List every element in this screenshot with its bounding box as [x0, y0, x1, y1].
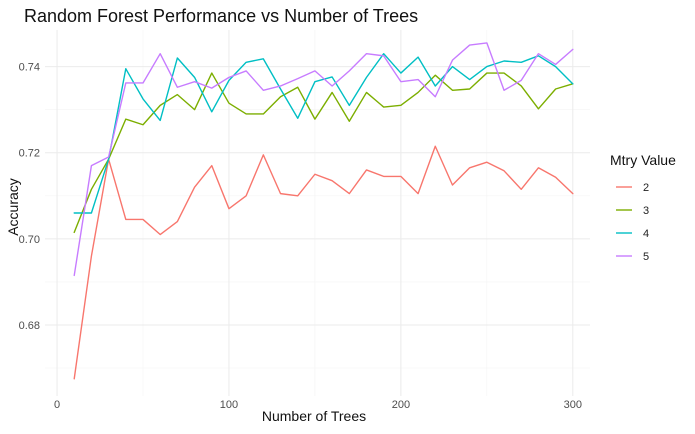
- series-line-mtry-2: [73, 145, 574, 380]
- y-tick-label: 0.70: [19, 234, 40, 246]
- x-axis-ticks: 0 100 200 300: [54, 399, 582, 411]
- y-tick-label: 0.68: [19, 320, 40, 332]
- x-axis-title: Number of Trees: [262, 408, 366, 424]
- x-tick-label: 300: [564, 399, 582, 411]
- legend-label-mtry-3: 3: [643, 205, 649, 217]
- series-lines: [73, 42, 574, 380]
- y-axis-ticks: 0.68 0.70 0.72 0.74: [19, 62, 40, 332]
- legend-label-mtry-5: 5: [643, 251, 649, 263]
- legend-label-mtry-2: 2: [643, 182, 649, 194]
- series-line-mtry-3: [73, 72, 574, 234]
- grid: [45, 30, 590, 396]
- legend: Mtry Value 2 3 4 5: [610, 152, 676, 263]
- y-tick-label: 0.72: [19, 148, 40, 160]
- y-axis-title: Accuracy: [5, 178, 21, 236]
- x-tick-label: 100: [220, 399, 238, 411]
- series-line-mtry-5: [73, 42, 574, 277]
- y-tick-label: 0.74: [19, 62, 40, 74]
- legend-label-mtry-4: 4: [643, 228, 649, 240]
- legend-title: Mtry Value: [610, 152, 676, 168]
- x-tick-label: 0: [54, 399, 60, 411]
- x-tick-label: 200: [392, 399, 410, 411]
- chart-title: Random Forest Performance vs Number of T…: [24, 6, 418, 26]
